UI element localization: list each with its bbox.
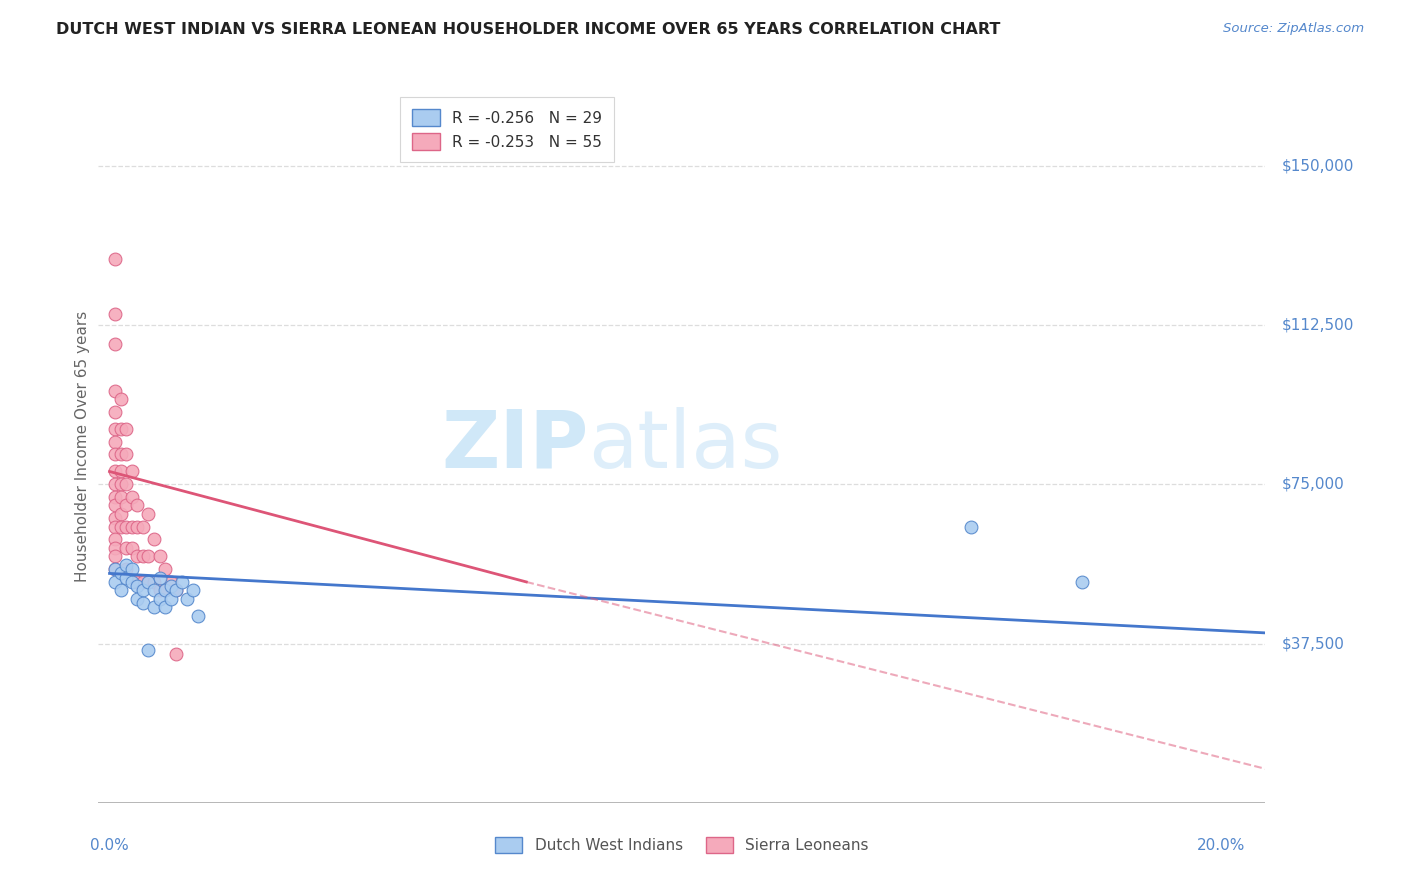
Point: [110, 490, 132, 504]
Text: $75,000: $75,000: [1282, 476, 1344, 491]
Point: [121, 541, 143, 555]
Point: [115, 558, 138, 572]
Point: [104, 562, 127, 576]
Point: [132, 549, 155, 564]
Point: [143, 574, 166, 589]
Point: [110, 422, 132, 436]
Point: [121, 562, 143, 576]
Point: [121, 519, 143, 533]
Text: atlas: atlas: [589, 407, 783, 485]
Point: [127, 591, 149, 606]
Point: [148, 549, 170, 564]
Point: [960, 519, 983, 533]
Point: [110, 583, 132, 598]
Point: [143, 600, 166, 615]
Text: $37,500: $37,500: [1282, 636, 1346, 651]
Point: [121, 490, 143, 504]
Point: [115, 477, 138, 491]
Point: [104, 434, 127, 449]
Point: [104, 465, 127, 479]
Point: [104, 252, 127, 266]
Point: [165, 647, 187, 661]
Point: [132, 583, 155, 598]
Point: [104, 511, 127, 525]
Point: [165, 583, 187, 598]
Point: [104, 448, 127, 462]
Text: 0.0%: 0.0%: [90, 838, 129, 854]
Point: [181, 583, 204, 598]
Point: [115, 562, 138, 576]
Point: [132, 519, 155, 533]
Y-axis label: Householder Income Over 65 years: Householder Income Over 65 years: [75, 310, 90, 582]
Point: [115, 519, 138, 533]
Point: [104, 541, 127, 555]
Point: [148, 583, 170, 598]
Point: [115, 571, 138, 585]
Point: [121, 574, 143, 589]
Point: [1071, 574, 1094, 589]
Point: [110, 507, 132, 521]
Point: [104, 549, 127, 564]
Point: [159, 574, 181, 589]
Point: [153, 600, 176, 615]
Point: [127, 579, 149, 593]
Point: [138, 549, 160, 564]
Text: $112,500: $112,500: [1282, 318, 1354, 333]
Point: [104, 477, 127, 491]
Point: [138, 643, 160, 657]
Point: [127, 549, 149, 564]
Point: [127, 574, 149, 589]
Point: [104, 499, 127, 513]
Point: [187, 608, 209, 623]
Point: [153, 583, 176, 598]
Point: [104, 384, 127, 398]
Point: [138, 574, 160, 589]
Point: [104, 307, 127, 321]
Point: [121, 465, 143, 479]
Point: [104, 337, 127, 351]
Point: [110, 448, 132, 462]
Text: ZIP: ZIP: [441, 407, 589, 485]
Point: [148, 591, 170, 606]
Point: [115, 541, 138, 555]
Point: [104, 519, 127, 533]
Point: [110, 477, 132, 491]
Point: [104, 574, 127, 589]
Text: 20.0%: 20.0%: [1197, 838, 1246, 854]
Point: [127, 499, 149, 513]
Point: [132, 596, 155, 610]
Point: [170, 574, 193, 589]
Point: [153, 562, 176, 576]
Point: [104, 490, 127, 504]
Point: [143, 533, 166, 547]
Point: [153, 583, 176, 598]
Point: [110, 465, 132, 479]
Point: [176, 591, 198, 606]
Point: [104, 405, 127, 419]
Point: [159, 591, 181, 606]
Point: [165, 583, 187, 598]
Point: [148, 571, 170, 585]
Point: [143, 583, 166, 598]
Point: [127, 519, 149, 533]
Point: [110, 392, 132, 407]
Point: [132, 574, 155, 589]
Point: [110, 519, 132, 533]
Text: $150,000: $150,000: [1282, 158, 1354, 173]
Point: [104, 533, 127, 547]
Point: [115, 448, 138, 462]
Point: [159, 579, 181, 593]
Point: [110, 566, 132, 581]
Point: [104, 422, 127, 436]
Point: [115, 422, 138, 436]
Text: DUTCH WEST INDIAN VS SIERRA LEONEAN HOUSEHOLDER INCOME OVER 65 YEARS CORRELATION: DUTCH WEST INDIAN VS SIERRA LEONEAN HOUS…: [56, 22, 1001, 37]
Point: [115, 499, 138, 513]
Text: Source: ZipAtlas.com: Source: ZipAtlas.com: [1223, 22, 1364, 36]
Point: [104, 562, 127, 576]
Legend: Dutch West Indians, Sierra Leoneans: Dutch West Indians, Sierra Leoneans: [489, 830, 875, 859]
Point: [138, 507, 160, 521]
